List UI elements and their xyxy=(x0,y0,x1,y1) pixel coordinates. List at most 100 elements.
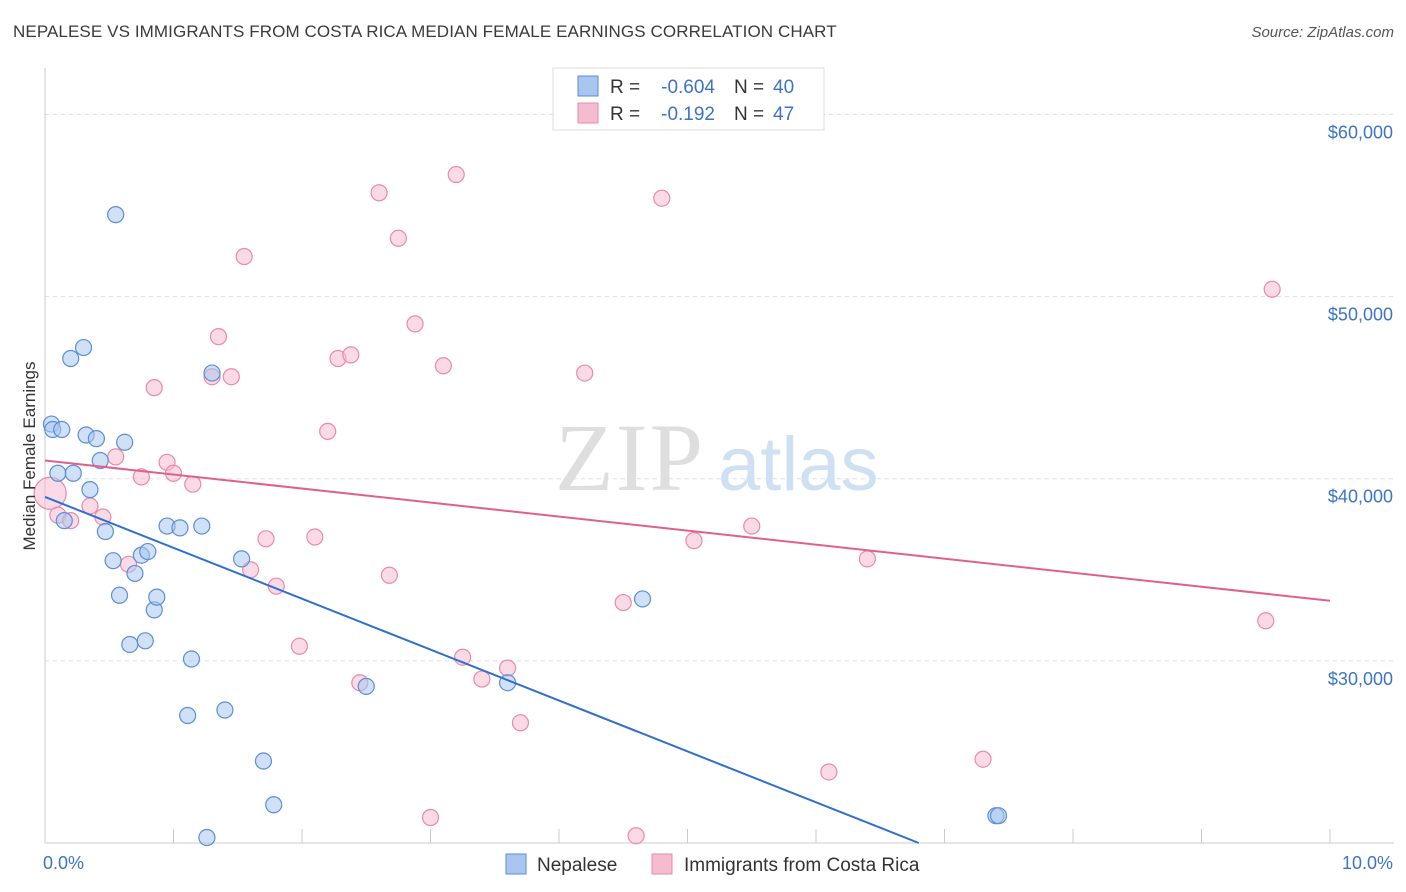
legend-n-label-blue: N = xyxy=(734,77,764,98)
watermark-atlas: atlas xyxy=(718,422,879,507)
costa-rica-point-41 xyxy=(858,550,877,568)
costa-rica-point-9 xyxy=(184,475,202,493)
nepalese-point-5 xyxy=(62,349,80,368)
nepalese-point-19 xyxy=(136,632,154,650)
costa-rica-point-38 xyxy=(685,532,703,550)
costa-rica-point-5 xyxy=(132,468,150,486)
y-tick-label-0: $30,000 xyxy=(1328,669,1393,689)
nepalese-trend-line xyxy=(44,495,920,844)
legend-n-value-pink: 47 xyxy=(773,104,794,125)
costa-rica-point-37 xyxy=(653,189,671,207)
costa-rica-point-6 xyxy=(145,379,163,397)
legend-swatch-pink xyxy=(577,102,599,124)
bottom-legend-swatch-blue xyxy=(505,853,527,875)
nepalese-point-25 xyxy=(179,706,197,725)
x-tick-label-1: 10.0% xyxy=(1342,853,1393,873)
legend-r-label-pink: R = xyxy=(610,104,640,125)
costa-rica-point-18 xyxy=(306,528,324,546)
costa-rica-point-27 xyxy=(421,808,440,827)
costa-rica-point-42 xyxy=(974,750,992,768)
nepalese-point-27 xyxy=(193,517,211,535)
costa-rica-point-12 xyxy=(222,368,240,386)
costa-rica-point-19 xyxy=(319,422,337,440)
costa-rica-point-34 xyxy=(576,364,594,382)
x-tick-label-0: 0.0% xyxy=(43,853,84,873)
nepalese-point-6 xyxy=(64,464,82,482)
axes xyxy=(44,68,1394,844)
legend-n-label-pink: N = xyxy=(734,104,764,125)
nepalese-point-36 xyxy=(633,590,652,608)
costa-rica-point-32 xyxy=(499,659,517,677)
nepalese-point-13 xyxy=(104,552,122,570)
nepalese-point-30 xyxy=(216,701,234,719)
nepalese-point-39 xyxy=(107,206,125,224)
nepalese-point-31 xyxy=(233,550,251,568)
costa-rica-point-11 xyxy=(209,328,228,346)
nepalese-point-11 xyxy=(91,451,109,470)
nepalese-point-28 xyxy=(198,828,216,847)
nepalese-point-4 xyxy=(55,512,73,530)
costa-rica-point-29 xyxy=(447,165,465,184)
nepalese-point-26 xyxy=(182,650,201,668)
bottom-legend-label-nepalese: Nepalese xyxy=(537,855,617,876)
costa-rica-point-43 xyxy=(1257,612,1275,630)
nepalese-point-14 xyxy=(110,586,129,604)
costa-rica-point-36 xyxy=(627,827,645,845)
nepalese-point-15 xyxy=(116,433,134,451)
trend-lines xyxy=(44,459,1331,844)
costa-rica-point-40 xyxy=(820,763,838,781)
nepalese-point-32 xyxy=(254,752,273,770)
x-tick-labels: 0.0% 10.0% xyxy=(43,853,1393,873)
nepalese-point-3 xyxy=(53,420,71,439)
nepalese-point-34 xyxy=(357,677,375,695)
nepalese-point-2 xyxy=(49,464,67,482)
nepalese-point-33 xyxy=(265,796,283,814)
costa-rica-point-25 xyxy=(389,229,407,247)
costa-rica-point-33 xyxy=(511,714,530,732)
nepalese-point-38 xyxy=(989,807,1008,825)
series-costa-rica-points xyxy=(33,165,1281,845)
y-tick-label-2: $50,000 xyxy=(1328,305,1393,325)
legend-swatch-blue xyxy=(577,75,599,97)
costa-rica-point-23 xyxy=(370,184,388,202)
legend-r-value-blue: -0.604 xyxy=(661,77,715,98)
costa-rica-point-35 xyxy=(614,593,632,612)
y-tick-label-3: $60,000 xyxy=(1328,122,1393,142)
costa-rica-point-24 xyxy=(380,566,398,584)
nepalese-point-7 xyxy=(74,338,93,357)
watermark-zip: ZIP xyxy=(555,404,705,511)
nepalese-point-29 xyxy=(203,364,221,382)
costa-rica-point-39 xyxy=(743,517,761,535)
nepalese-point-9 xyxy=(81,481,99,499)
y-axis-label: Median Female Earnings xyxy=(20,362,39,551)
series-nepalese-points xyxy=(42,206,1008,847)
y-tick-labels: $30,000 $40,000 $50,000 $60,000 xyxy=(1328,122,1393,688)
nepalese-point-17 xyxy=(126,564,144,583)
costa-rica-point-44 xyxy=(1263,280,1281,298)
costa-rica-point-13 xyxy=(235,247,253,266)
nepalese-point-22 xyxy=(148,588,166,606)
series-legend: Nepalese Immigrants from Costa Rica xyxy=(505,853,920,876)
legend-r-value-pink: -0.192 xyxy=(661,104,715,125)
costa-rica-trend-line xyxy=(44,459,1331,602)
costa-rica-point-15 xyxy=(257,530,275,548)
legend-r-label-blue: R = xyxy=(610,77,640,98)
costa-rica-point-31 xyxy=(473,670,491,688)
grid-lines xyxy=(45,113,1394,662)
bottom-legend-swatch-pink xyxy=(651,853,673,875)
nepalese-point-12 xyxy=(96,522,114,541)
x-ticks xyxy=(173,829,1331,843)
costa-rica-point-28 xyxy=(434,357,452,375)
bottom-legend-label-costa-rica: Immigrants from Costa Rica xyxy=(684,855,920,876)
nepalese-point-20 xyxy=(139,542,157,561)
source-label: Source: ZipAtlas.com xyxy=(1251,24,1394,41)
watermark: ZIP atlas xyxy=(555,404,879,511)
legend-n-value-blue: 40 xyxy=(773,77,794,98)
nepalese-point-10 xyxy=(87,430,106,448)
nepalese-point-24 xyxy=(171,519,189,537)
costa-rica-point-3 xyxy=(107,448,125,466)
nepalese-point-16 xyxy=(121,635,139,654)
y-tick-label-1: $40,000 xyxy=(1328,487,1393,507)
costa-rica-point-26 xyxy=(406,315,424,333)
